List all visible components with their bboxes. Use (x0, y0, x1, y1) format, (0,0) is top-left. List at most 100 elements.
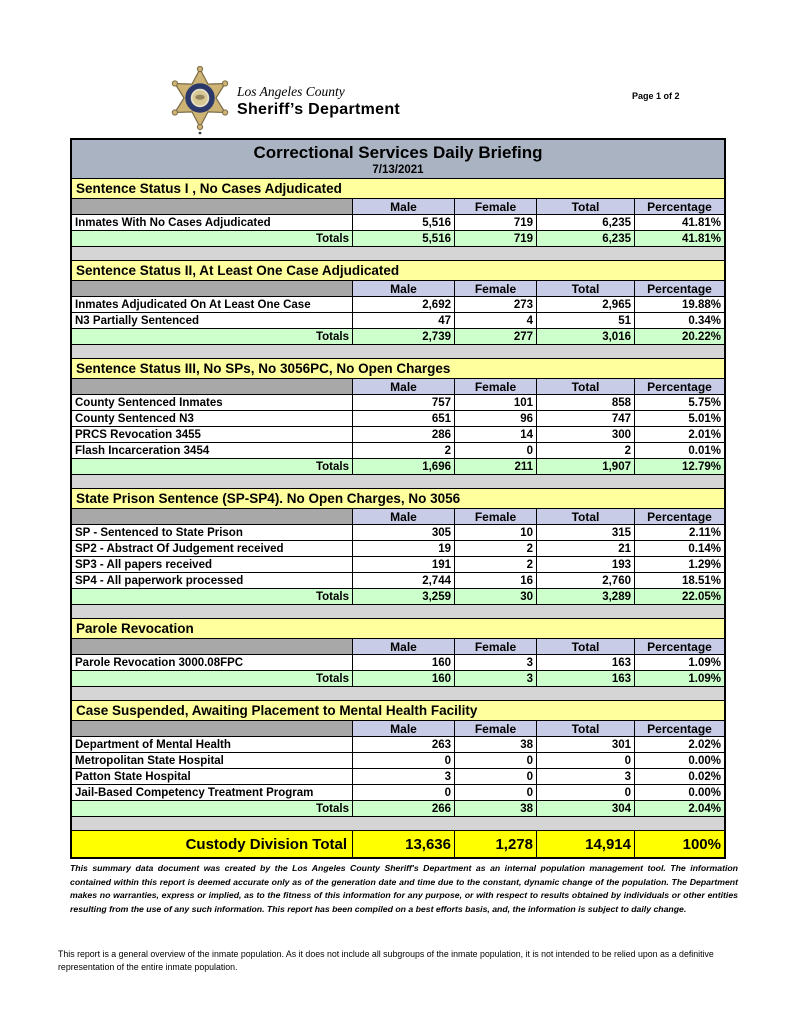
column-header-cell: Total (536, 721, 634, 736)
totals-label-cell: Totals (315, 672, 349, 685)
column-header-cell: Female (454, 721, 536, 736)
section-spacer (72, 345, 724, 359)
column-header-cell: Male (352, 199, 454, 214)
value-cell: 305 (352, 525, 454, 540)
custody-total-female-value: 1,278 (454, 831, 536, 857)
agency-department-label: Sheriff’s Department (237, 101, 401, 118)
report-section: Sentence Status II, At Least One Case Ad… (72, 261, 724, 345)
totals-value-cell: 12.79% (634, 459, 724, 474)
value-cell: 0 (536, 785, 634, 800)
table-row: Patton State Hospital 3 0 3 0.02% (72, 769, 724, 785)
blank-header-cell (72, 379, 352, 394)
table-row: Flash Incarceration 3454 2 0 2 0.01% (72, 443, 724, 459)
section-spacer (72, 605, 724, 619)
totals-value-cell: 3,289 (536, 589, 634, 604)
value-cell: 300 (536, 427, 634, 442)
table-row: SP3 - All papers received 191 2 193 1.29% (72, 557, 724, 573)
value-cell: 301 (536, 737, 634, 752)
blank-header-cell (72, 509, 352, 524)
totals-label-cell: Totals (315, 330, 349, 343)
totals-row: Totals 5,516 719 6,235 41.81% (72, 231, 724, 247)
value-cell: 10 (454, 525, 536, 540)
column-header-cell: Total (536, 379, 634, 394)
column-header-cell: Percentage (634, 379, 724, 394)
value-cell: 163 (536, 655, 634, 670)
value-cell: 41.81% (634, 215, 724, 230)
report-section: Sentence Status III, No SPs, No 3056PC, … (72, 359, 724, 475)
value-cell: 21 (536, 541, 634, 556)
custody-total-total-value: 14,914 (536, 831, 634, 857)
blank-header-cell (72, 721, 352, 736)
totals-value-cell: 6,235 (536, 231, 634, 246)
totals-row: Totals 266 38 304 2.04% (72, 801, 724, 817)
row-label-cell: Department of Mental Health (75, 738, 231, 751)
value-cell: 193 (536, 557, 634, 572)
value-cell: 19.88% (634, 297, 724, 312)
totals-value-cell: 22.05% (634, 589, 724, 604)
totals-value-cell: 38 (454, 801, 536, 816)
value-cell: 719 (454, 215, 536, 230)
totals-value-cell: 2.04% (634, 801, 724, 816)
totals-value-cell: 719 (454, 231, 536, 246)
value-cell: 1.09% (634, 655, 724, 670)
row-label-cell: County Sentenced Inmates (75, 396, 223, 409)
column-header-cell: Female (454, 379, 536, 394)
totals-value-cell: 2,739 (352, 329, 454, 344)
value-cell: 858 (536, 395, 634, 410)
totals-value-cell: 3,259 (352, 589, 454, 604)
report-title-bar: Correctional Services Daily Briefing 7/1… (72, 140, 724, 179)
value-cell: 0 (454, 769, 536, 784)
value-cell: 47 (352, 313, 454, 328)
value-cell: 2,744 (352, 573, 454, 588)
blank-header-cell (72, 199, 352, 214)
value-cell: 2 (536, 443, 634, 458)
value-cell: 0 (352, 753, 454, 768)
custody-division-total-label: Custody Division Total (72, 831, 352, 857)
totals-label-cell: Totals (315, 590, 349, 603)
table-row: SP4 - All paperwork processed 2,744 16 2,76… (72, 573, 724, 589)
value-cell: 51 (536, 313, 634, 328)
value-cell: 5.75% (634, 395, 724, 410)
row-label-cell: SP - Sentenced to State Prison (75, 526, 243, 539)
value-cell: 96 (454, 411, 536, 426)
value-cell: 2.02% (634, 737, 724, 752)
value-cell: 1.29% (634, 557, 724, 572)
table-row: PRCS Revocation 3455 286 14 300 2.01% (72, 427, 724, 443)
totals-value-cell: 41.81% (634, 231, 724, 246)
totals-value-cell: 1,696 (352, 459, 454, 474)
footer-note-text: This report is a general overview of the… (58, 949, 714, 972)
value-cell: 38 (454, 737, 536, 752)
table-row: County Sentenced N3 651 96 747 5.01% (72, 411, 724, 427)
column-header-row: Male Female Total Percentage (72, 509, 724, 525)
totals-value-cell: 20.22% (634, 329, 724, 344)
table-row: Parole Revocation 3000.08FPC 160 3 163 1.09% (72, 655, 724, 671)
agency-county-label: Los Angeles County (237, 84, 345, 99)
value-cell: 2,965 (536, 297, 634, 312)
totals-value-cell: 266 (352, 801, 454, 816)
column-header-cell: Total (536, 281, 634, 296)
section-title: State Prison Sentence (SP-SP4). No Open … (72, 489, 724, 509)
value-cell: 3 (352, 769, 454, 784)
value-cell: 651 (352, 411, 454, 426)
report-section: Sentence Status I , No Cases Adjudicated… (72, 179, 724, 247)
row-label-cell: Metropolitan State Hospital (75, 754, 224, 767)
table-row: Jail-Based Competency Treatment Program 0… (72, 785, 724, 801)
totals-label-cell: Totals (315, 460, 349, 473)
column-header-cell: Total (536, 199, 634, 214)
blank-header-cell (72, 281, 352, 296)
value-cell: 5.01% (634, 411, 724, 426)
column-header-cell: Percentage (634, 281, 724, 296)
value-cell: 0.01% (634, 443, 724, 458)
value-cell: 747 (536, 411, 634, 426)
totals-value-cell: 30 (454, 589, 536, 604)
value-cell: 757 (352, 395, 454, 410)
value-cell: 2.11% (634, 525, 724, 540)
table-row: SP2 - Abstract Of Judgement received 19 2 2… (72, 541, 724, 557)
totals-value-cell: 1.09% (634, 671, 724, 686)
column-header-cell: Percentage (634, 509, 724, 524)
column-header-row: Male Female Total Percentage (72, 199, 724, 215)
value-cell: 3 (536, 769, 634, 784)
column-header-cell: Percentage (634, 721, 724, 736)
value-cell: 191 (352, 557, 454, 572)
